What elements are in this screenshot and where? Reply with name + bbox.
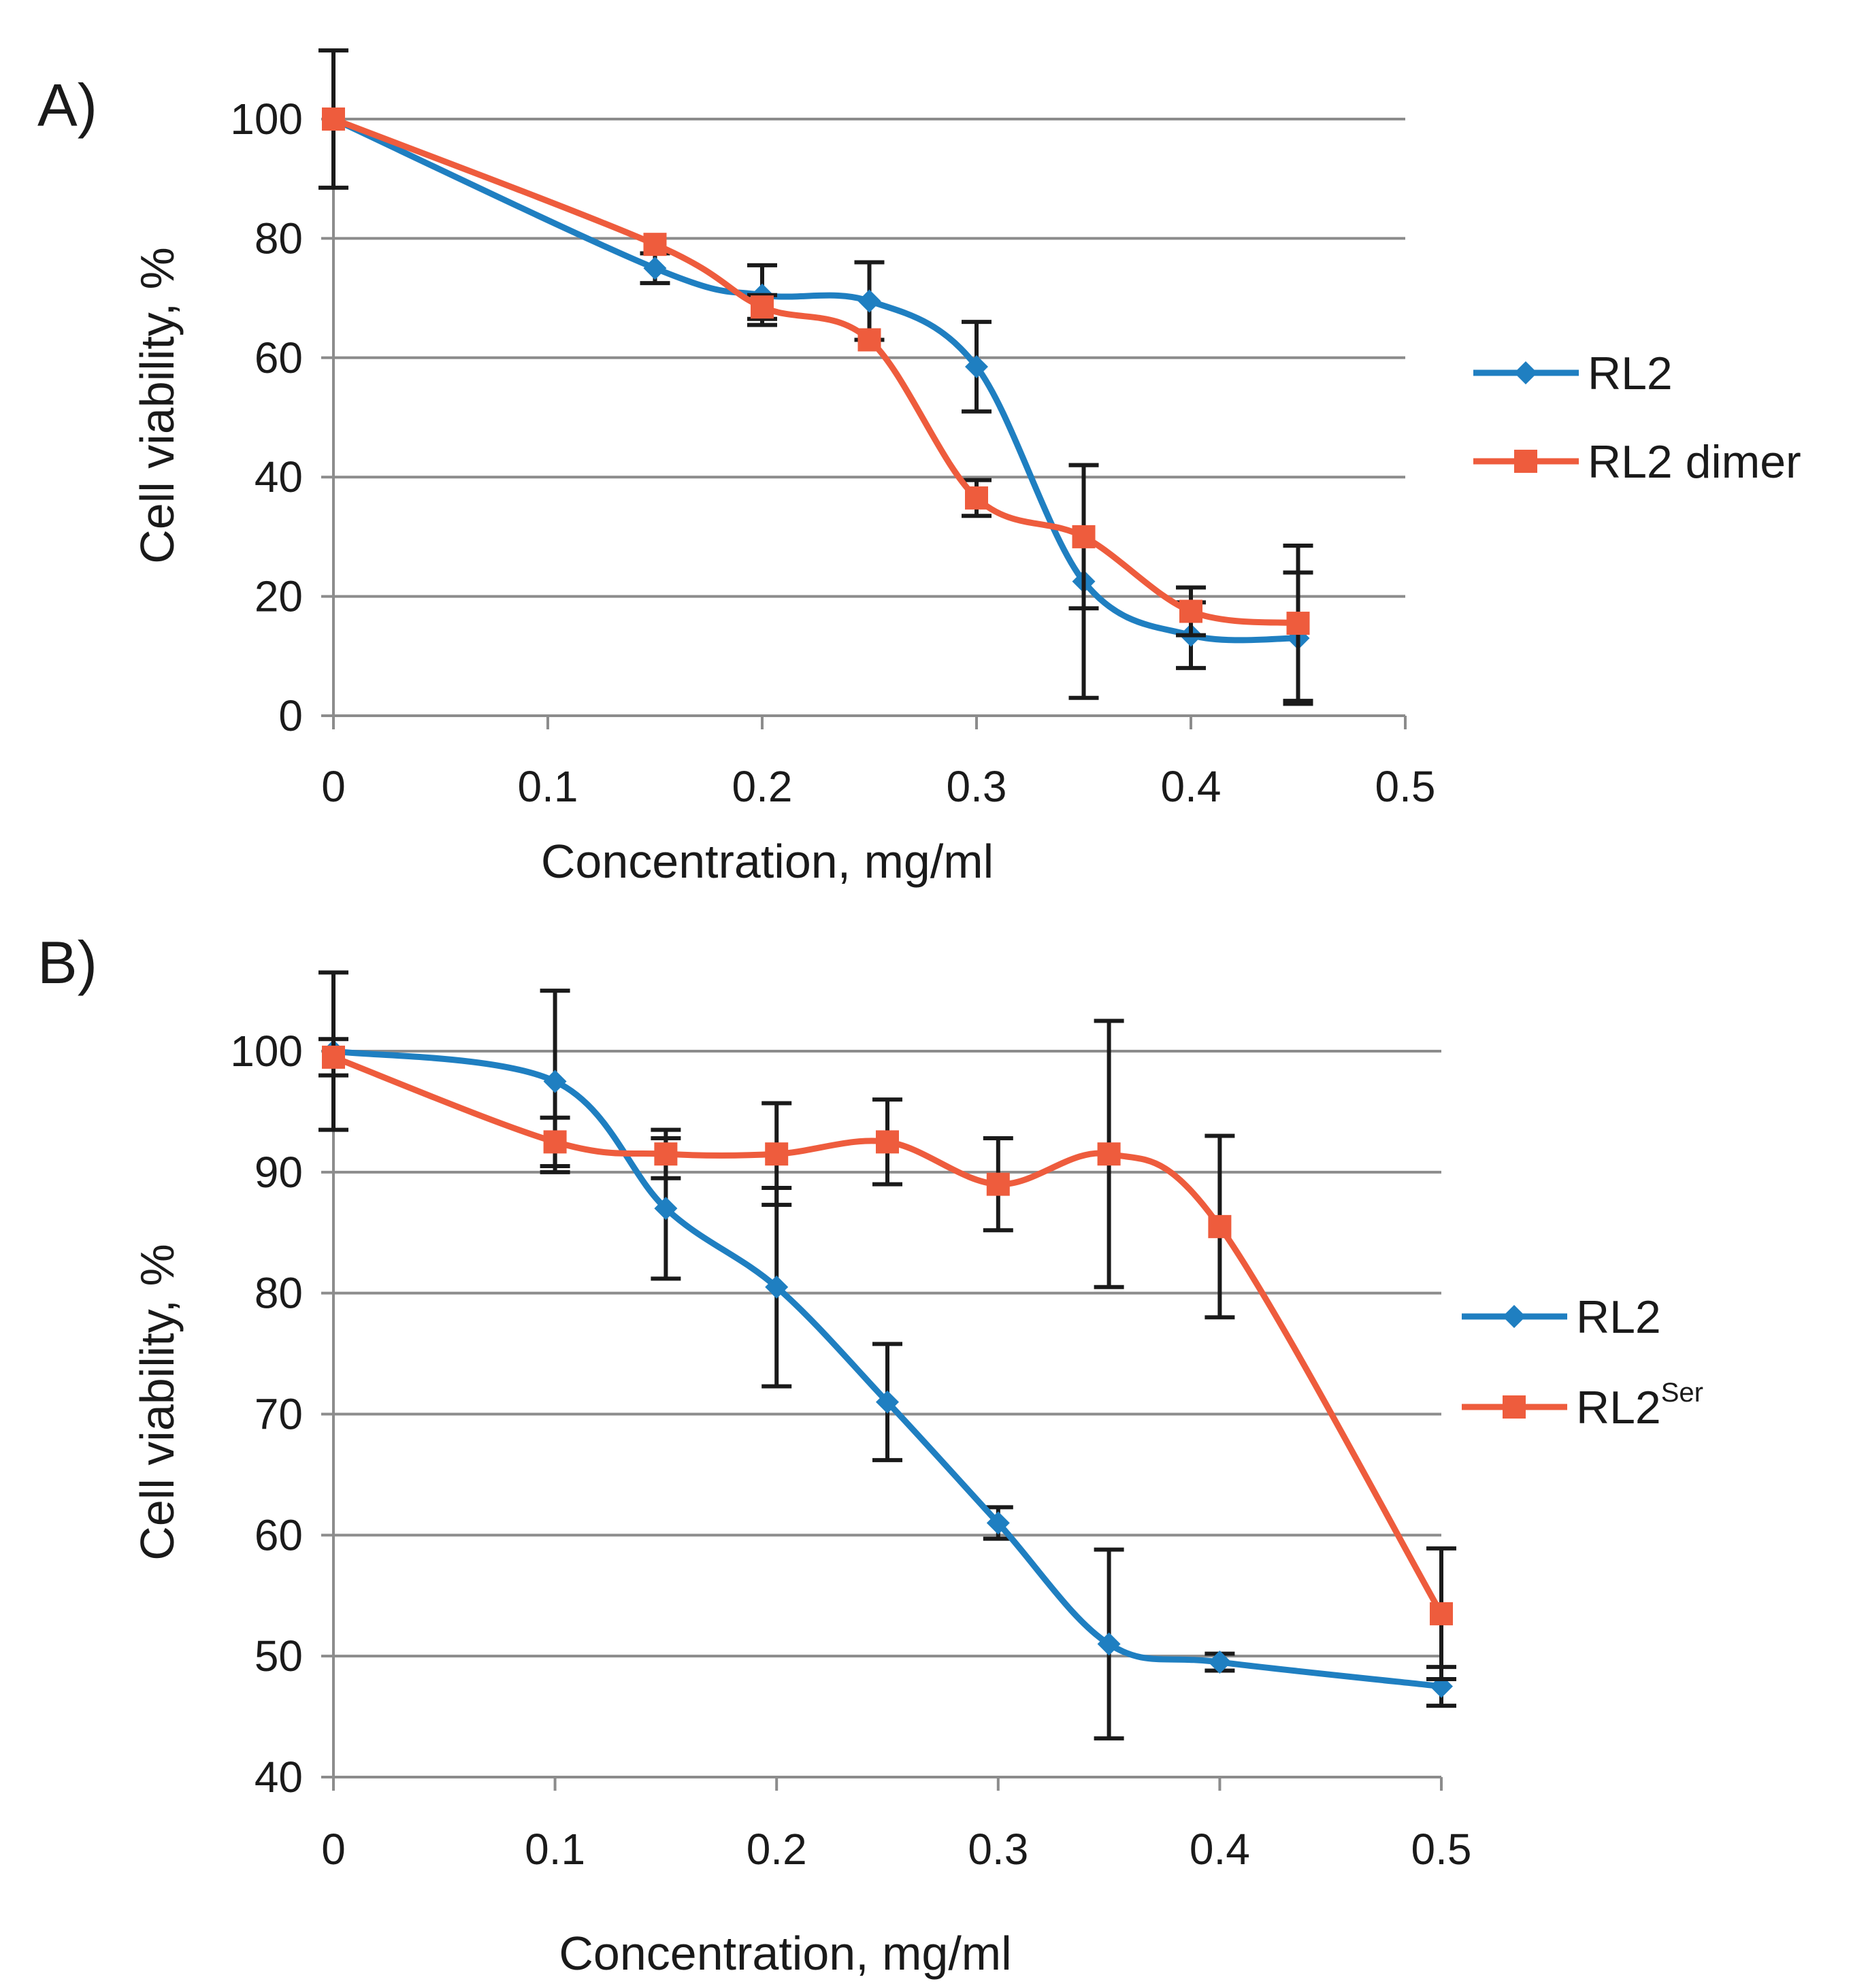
data-point xyxy=(654,1197,678,1221)
data-point xyxy=(965,354,988,378)
data-point xyxy=(1430,1602,1453,1625)
x-axis-label: Concentration, mg/ml xyxy=(559,1927,1011,1980)
x-tick-label: 0.5 xyxy=(1375,762,1436,811)
series-line xyxy=(330,116,1301,627)
data-point xyxy=(1286,612,1310,635)
data-point xyxy=(1072,525,1096,548)
data-point xyxy=(1208,1214,1232,1238)
x-tick-label: 0.2 xyxy=(732,762,793,811)
data-point xyxy=(654,1142,678,1166)
legend-label-main: RL2 xyxy=(1588,348,1673,399)
series-line xyxy=(330,1054,1445,1617)
y-tick-label: 0 xyxy=(278,691,303,740)
x-tick-label: 0.1 xyxy=(518,762,578,811)
legend-swatch-marker xyxy=(1514,361,1537,384)
legend-label: RL2 dimer xyxy=(1588,436,1801,488)
data-point xyxy=(965,486,988,510)
legend-label: RL2 xyxy=(1588,348,1673,399)
data-point xyxy=(765,1275,789,1299)
data-point xyxy=(876,1390,899,1414)
legend-item: RL2 xyxy=(1473,348,1673,399)
legend-label-main: RL2 xyxy=(1576,1382,1661,1434)
y-tick-label: 40 xyxy=(255,1753,303,1802)
legend-item: RL2 xyxy=(1462,1291,1661,1343)
x-tick-label: 0.4 xyxy=(1161,762,1222,811)
legend-label-superscript: Ser xyxy=(1661,1378,1703,1408)
y-tick-label: 80 xyxy=(255,214,303,263)
legend-label: RL2Ser xyxy=(1576,1378,1703,1434)
data-point xyxy=(322,107,345,131)
data-point xyxy=(751,295,774,319)
data-point xyxy=(1179,599,1202,623)
data-point xyxy=(322,1045,345,1069)
data-point xyxy=(857,328,881,352)
y-tick-label: 100 xyxy=(230,1027,303,1076)
legend-label-main: RL2 xyxy=(1576,1291,1661,1343)
chart-panel-b: B) 40 50 60 70 80 90 100 0 0.1 0.2 0.3 0.4 0.5 Concent… xyxy=(37,929,1703,1980)
series-line xyxy=(330,116,1301,644)
x-tick-label: 0.2 xyxy=(747,1825,807,1874)
y-tick-label: 90 xyxy=(255,1148,303,1197)
x-tick-label: 0 xyxy=(321,1825,346,1874)
data-point xyxy=(543,1130,567,1154)
legend-swatch-marker xyxy=(1503,1395,1526,1419)
x-tick-label: 0.3 xyxy=(968,1825,1028,1874)
y-axis-label: Cell viability, % xyxy=(131,1244,184,1561)
legend-swatch-marker xyxy=(1503,1305,1526,1328)
legend-label-main: RL2 dimer xyxy=(1588,436,1801,488)
data-point xyxy=(857,289,881,313)
y-tick-label: 40 xyxy=(255,452,303,501)
panel-label: A) xyxy=(37,71,97,139)
data-point xyxy=(1208,1651,1232,1674)
x-tick-label: 0 xyxy=(321,762,346,811)
x-tick-label: 0.3 xyxy=(947,762,1007,811)
data-point xyxy=(1097,1632,1121,1656)
panel-label: B) xyxy=(37,929,97,996)
legend-label: RL2 xyxy=(1576,1291,1661,1343)
y-tick-label: 50 xyxy=(255,1631,303,1680)
chart-panel-a: A) 0 20 40 60 80 100 0 0.1 0.2 0.3 0.4 0.5 Concentrat… xyxy=(37,48,1801,888)
series-second xyxy=(318,1018,1456,1681)
series-second xyxy=(322,107,1313,703)
y-tick-label: 60 xyxy=(255,1510,303,1559)
y-tick-label: 70 xyxy=(255,1390,303,1439)
data-point xyxy=(1097,1142,1121,1166)
x-axis-label: Concentration, mg/ml xyxy=(541,835,994,888)
y-tick-label: 60 xyxy=(255,333,303,382)
x-tick-label: 0.4 xyxy=(1190,1825,1250,1874)
y-tick-label: 80 xyxy=(255,1269,303,1318)
y-tick-label: 100 xyxy=(230,95,303,144)
data-point xyxy=(986,1172,1010,1196)
x-tick-label: 0.5 xyxy=(1411,1825,1472,1874)
data-point xyxy=(643,256,667,280)
data-point xyxy=(986,1511,1010,1535)
data-point xyxy=(543,1070,567,1093)
data-point xyxy=(876,1130,899,1154)
data-point xyxy=(765,1142,789,1166)
y-axis-label: Cell viability, % xyxy=(131,247,184,564)
legend-item: RL2 dimer xyxy=(1473,436,1801,488)
x-tick-label: 0.1 xyxy=(525,1825,585,1874)
data-point xyxy=(643,233,667,256)
legend-item: RL2Ser xyxy=(1462,1378,1703,1434)
y-tick-label: 20 xyxy=(255,572,303,621)
legend-swatch-marker xyxy=(1514,450,1537,473)
